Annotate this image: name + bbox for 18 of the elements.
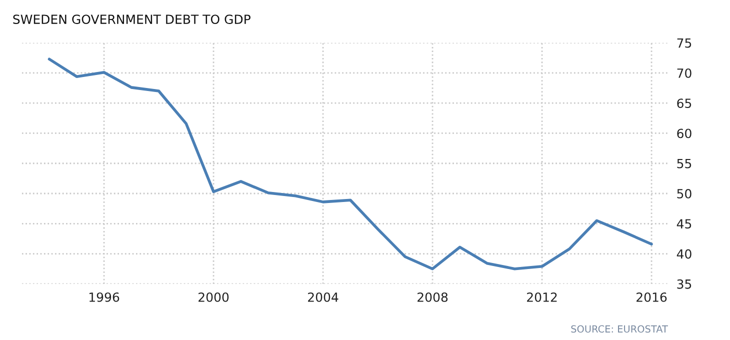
x-tick-label: 2012: [527, 292, 557, 302]
x-tick-label: 2000: [198, 292, 229, 302]
line-series: [48, 58, 653, 270]
chart-title: SWEDEN GOVERNMENT DEBT TO GDP: [13, 14, 250, 24]
x-tick-label: 2016: [636, 292, 667, 302]
y-tick-label: 70: [677, 68, 692, 78]
y-tick-label: 65: [677, 98, 692, 108]
y-tick-label: 45: [676, 219, 692, 229]
y-tick-label: 35: [677, 279, 692, 289]
y-tick-label: 55: [677, 159, 692, 168]
y-tick-label: 60: [677, 128, 692, 138]
x-tick-label: 1996: [89, 292, 120, 302]
source-note: SOURCE: EUROSTAT: [571, 325, 668, 333]
y-tick-label: 50: [677, 188, 692, 198]
y-tick-label: 40: [676, 249, 692, 259]
y-tick-label: 75: [677, 38, 692, 48]
x-tick-label: 2008: [418, 292, 448, 302]
x-tick-label: 2004: [308, 292, 338, 302]
